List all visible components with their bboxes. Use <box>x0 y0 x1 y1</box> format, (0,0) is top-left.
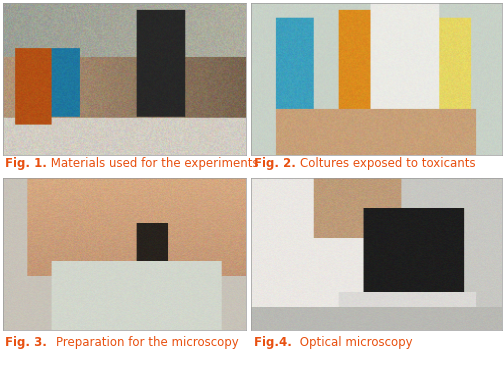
Text: Fig. 2.: Fig. 2. <box>254 157 299 170</box>
Text: Fig. 1.: Fig. 1. <box>6 157 47 170</box>
Text: Preparation for the microscopy: Preparation for the microscopy <box>55 336 238 349</box>
Text: Coltures exposed to toxicants: Coltures exposed to toxicants <box>299 157 475 170</box>
Text: Fig.4.: Fig.4. <box>254 336 295 349</box>
Text: Optical microscopy: Optical microscopy <box>295 336 412 349</box>
Text: Fig. 3.: Fig. 3. <box>6 336 55 349</box>
Text: Materials used for the experiments: Materials used for the experiments <box>47 157 259 170</box>
